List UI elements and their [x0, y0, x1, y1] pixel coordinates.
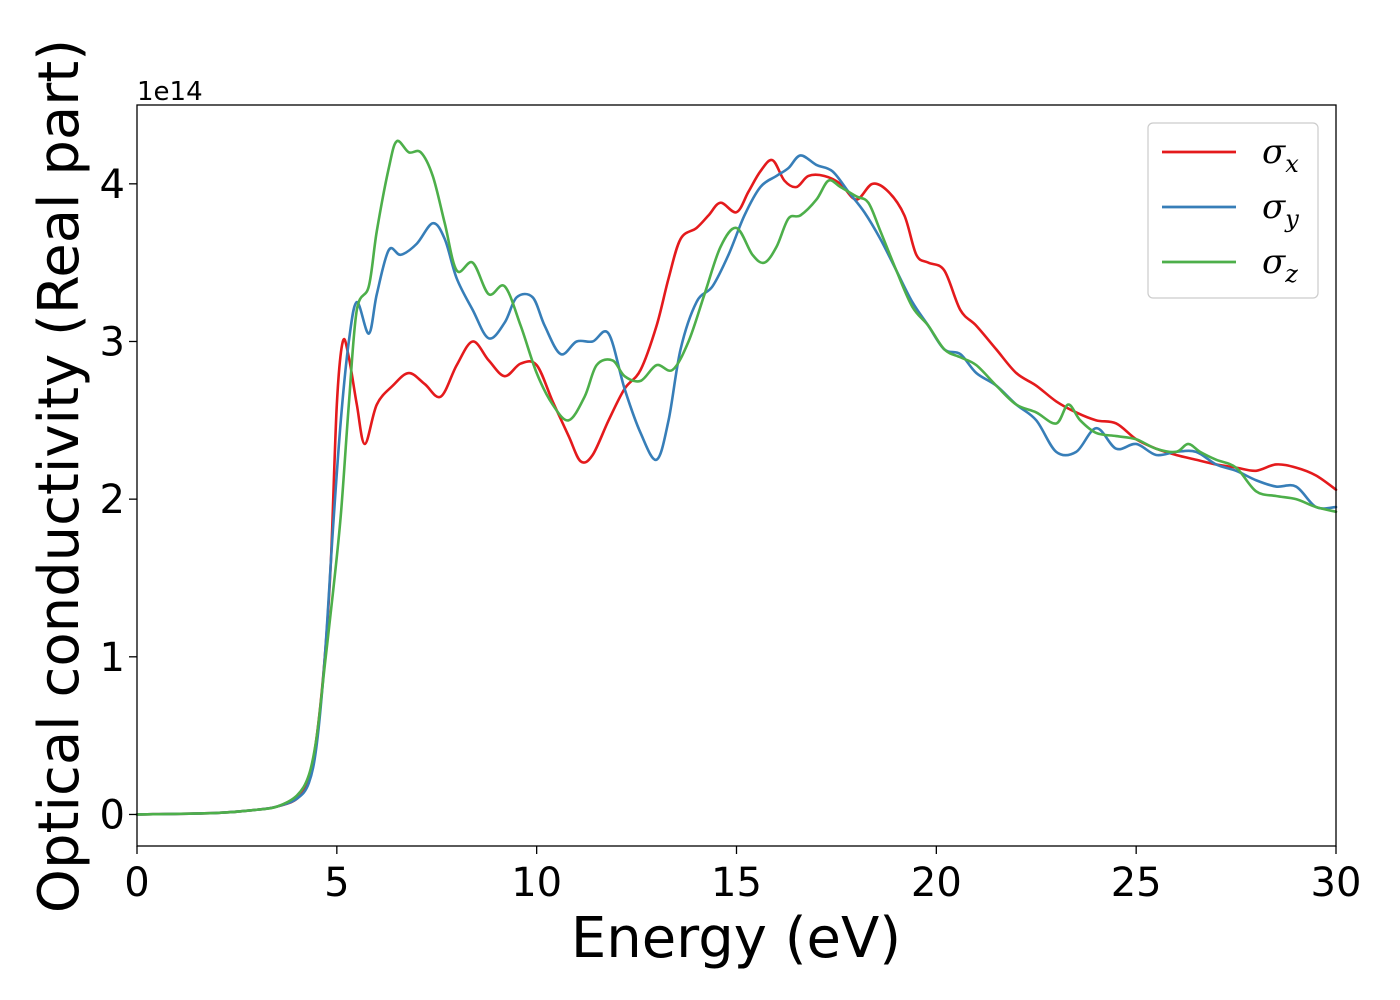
y-axis-ticks: 0 1 2 3 4: [100, 162, 137, 838]
y-tick-label: 4: [100, 162, 125, 208]
y-tick-label: 2: [100, 477, 125, 523]
y-tick-label: 0: [100, 792, 125, 838]
y-offset-label: 1e14: [137, 77, 203, 107]
y-tick-label: 3: [100, 319, 125, 365]
x-tick-label: 20: [911, 860, 962, 906]
y-tick-label: 1: [100, 635, 125, 681]
plot-frame: [136, 104, 1337, 847]
series-line-z: [135, 139, 1338, 816]
x-tick-label: 5: [324, 860, 349, 906]
y-axis-title: Optical conductivity (Real part): [27, 39, 92, 913]
series-line-y: [135, 154, 1338, 816]
x-tick-label: 10: [511, 860, 562, 906]
x-tick-label: 15: [711, 860, 762, 906]
x-tick-label: 0: [124, 860, 149, 906]
x-axis-title: Energy (eV): [571, 906, 901, 971]
series-layer: [135, 139, 1338, 816]
legend-box: [1147, 122, 1319, 299]
x-tick-label: 30: [1311, 860, 1362, 906]
x-axis-ticks: 0 5 10 15 20 25 30: [124, 846, 1361, 906]
legend-label-z: σz: [1262, 242, 1298, 288]
x-tick-label: 25: [1111, 860, 1162, 906]
